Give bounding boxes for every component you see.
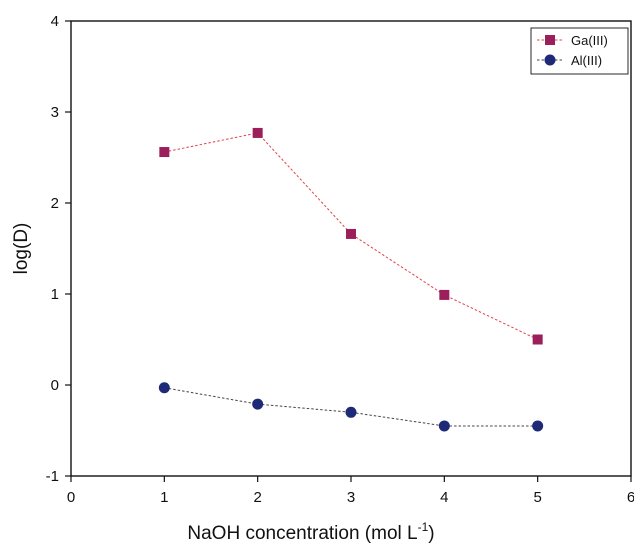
data-point-ga-iii-2 [346,229,356,239]
data-point-al-iii-2 [346,407,357,418]
legend: Ga(III) Al(III) [531,28,628,74]
x-axis-title-superscript: -1 [418,520,429,534]
x-tick-label-2: 2 [253,489,261,506]
x-tick-label-0: 0 [67,489,75,506]
y-tick-label-0: -1 [46,468,59,485]
data-point-ga-iii-4 [533,335,543,345]
y-tick-label-4: 3 [51,104,59,121]
y-tick-label-2: 1 [51,286,59,303]
x-tick-label-4: 4 [440,489,448,506]
data-point-al-iii-3 [439,420,450,431]
data-point-ga-iii-0 [159,147,169,157]
series-lines [164,133,537,426]
legend-label-al-iii: Al(III) [571,53,602,68]
plot-area [65,21,631,482]
y-tick-label-1: 0 [51,377,59,394]
legend-label-ga-iii: Ga(III) [571,33,608,48]
x-axis-title: NaOH concentration (mol L-1) [187,520,434,544]
y-axis-title: log(D) [11,223,32,275]
data-point-al-iii-4 [532,420,543,431]
legend-marker-al-iii [545,55,556,66]
x-tick-label-5: 5 [533,489,541,506]
legend-marker-ga-iii [545,35,555,45]
y-tick-label-3: 2 [51,195,59,212]
x-tick-label-1: 1 [160,489,168,506]
series-markers [159,128,543,432]
data-point-ga-iii-3 [439,290,449,300]
data-point-al-iii-0 [159,382,170,393]
x-axis-title-main: NaOH concentration (mol L [187,523,417,544]
data-point-ga-iii-1 [253,128,263,138]
y-tick-label-5: 4 [51,13,59,30]
x-axis-title-suffix: ) [428,523,434,544]
data-point-al-iii-1 [252,399,263,410]
x-tick-label-6: 6 [627,489,634,506]
x-tick-label-3: 3 [347,489,355,506]
